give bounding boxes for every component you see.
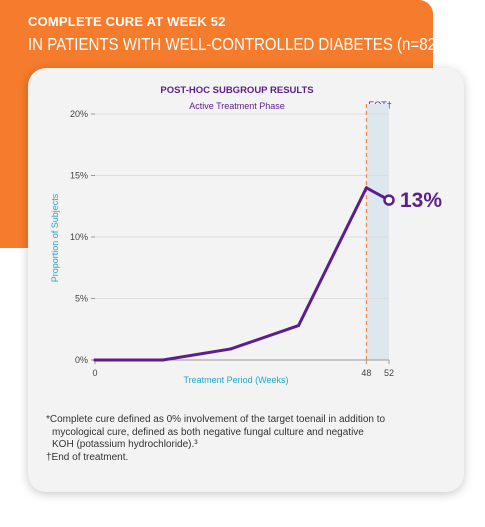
x-tick-label: 52 [384, 368, 394, 378]
data-point [364, 186, 368, 190]
data-point [229, 347, 233, 351]
y-tick-label: 15% [70, 171, 88, 181]
y-tick-labels: 0% 5% 10% 15% 20% [70, 109, 88, 365]
y-tick-label: 0% [75, 355, 88, 365]
footnotes: *Complete cure defined as 0% involvement… [46, 414, 446, 464]
y-tick-label: 10% [70, 232, 88, 242]
data-point [297, 324, 301, 328]
end-point-marker [383, 194, 395, 206]
footnote-line-1: *Complete cure defined as 0% involvement… [46, 414, 386, 425]
eot-band [366, 104, 389, 360]
y-axis-label: Proportion of Subjects [50, 193, 60, 282]
chart-subtitle: Active Treatment Phase [189, 101, 285, 111]
chart-card [28, 68, 464, 492]
y-tick-label: 20% [70, 109, 88, 119]
x-axis-label: Treatment Period (Weeks) [183, 375, 288, 385]
y-tick-label: 5% [75, 294, 88, 304]
data-point [93, 358, 97, 362]
gridlines [91, 113, 389, 361]
banner-title: COMPLETE CURE AT WEEK 52 [28, 14, 226, 29]
data-point [161, 358, 165, 362]
x-tick-label: 48 [361, 368, 371, 378]
chart-title: POST-HOC SUBGROUP RESULTS [160, 85, 313, 96]
end-value-label: 13% [400, 189, 442, 212]
footnote-line-3: KOH (potassium hydrochloride).³ [52, 439, 198, 450]
footnote-line-2: mycological cure, defined as both negati… [52, 426, 364, 438]
banner-subtitle-text: IN PATIENTS WITH WELL-CONTROLLED DIABETE… [28, 34, 441, 54]
data-points [93, 186, 395, 362]
x-tick-label: 0 [92, 368, 97, 378]
banner-subtitle: IN PATIENTS WITH WELL-CONTROLLED DIABETE… [28, 34, 452, 55]
footnote-line-4: †End of treatment. [46, 451, 129, 463]
banner-references: 1,4 [440, 35, 452, 46]
series-line [93, 186, 391, 362]
